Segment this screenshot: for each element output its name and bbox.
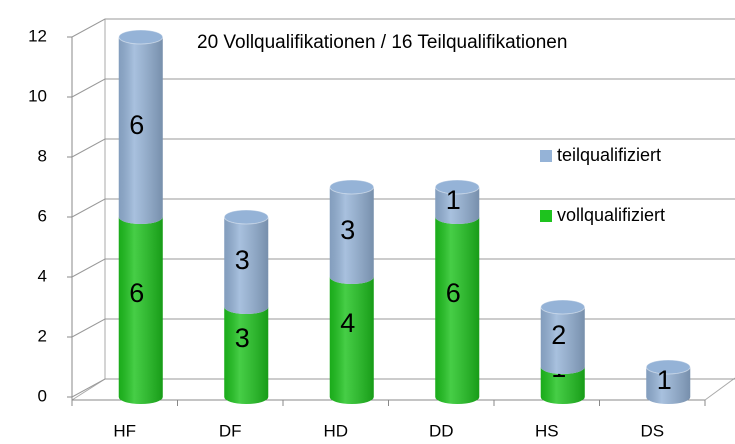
bar-cap	[540, 299, 586, 315]
annotation: 20 Vollqualifikationen / 16 Teilqualifik…	[197, 32, 567, 53]
bars: 66334361121	[118, 29, 691, 404]
value-label: 4	[340, 308, 355, 338]
x-tick-label: HS	[535, 421, 559, 440]
bar-shade	[540, 367, 585, 404]
value-label: 1	[446, 185, 461, 215]
value-label: 3	[235, 245, 250, 275]
x-tick-label: HF	[113, 421, 136, 440]
legend-swatch	[540, 210, 552, 222]
legend-swatch	[540, 150, 552, 162]
x-tick-label: DD	[429, 421, 454, 440]
y-tick-label: 6	[38, 206, 47, 225]
bar-shade	[118, 217, 163, 404]
grid-line	[71, 258, 735, 278]
bar-shade	[435, 187, 480, 224]
floor-edge	[704, 377, 735, 401]
bar-cap	[645, 359, 691, 375]
bar-shade	[329, 277, 374, 404]
bar-cap	[434, 179, 480, 195]
y-tick-label: 4	[38, 266, 47, 285]
value-label: 6	[446, 278, 461, 308]
y-tick-label: 8	[38, 146, 47, 165]
y-tick-label: 10	[28, 86, 47, 105]
grid-line	[71, 18, 735, 38]
value-label: 3	[340, 215, 355, 245]
value-label: 2	[551, 320, 566, 350]
y-tick-label: 12	[28, 26, 47, 45]
grid-line	[71, 138, 735, 158]
legend-label: vollqualifiziert	[557, 205, 665, 225]
y-tick-label: 0	[38, 386, 47, 405]
grid-line	[71, 198, 735, 218]
value-label: 6	[129, 110, 144, 140]
bar-shade	[329, 187, 374, 284]
legend-label: teilqualifiziert	[557, 145, 661, 165]
floor	[71, 378, 735, 401]
bar-shade	[118, 37, 163, 224]
bar-shade	[435, 217, 480, 404]
value-label: 1	[657, 365, 672, 395]
bar-shade	[540, 307, 585, 374]
x-tick-label: DF	[219, 421, 242, 440]
bar-shade	[224, 307, 269, 404]
bar-shade	[224, 217, 269, 314]
bar-shade	[646, 367, 691, 404]
y-tick-label: 2	[38, 326, 47, 345]
grid-line	[71, 378, 735, 398]
value-label: 3	[235, 323, 250, 353]
grid-line	[71, 78, 735, 98]
bar-cap	[223, 209, 269, 225]
x-tick-label: DS	[640, 421, 664, 440]
x-tick-label: HD	[323, 421, 348, 440]
bar-cap	[329, 179, 375, 195]
bar-cap	[118, 29, 164, 45]
grid-line	[71, 318, 735, 338]
value-label: 6	[129, 278, 144, 308]
